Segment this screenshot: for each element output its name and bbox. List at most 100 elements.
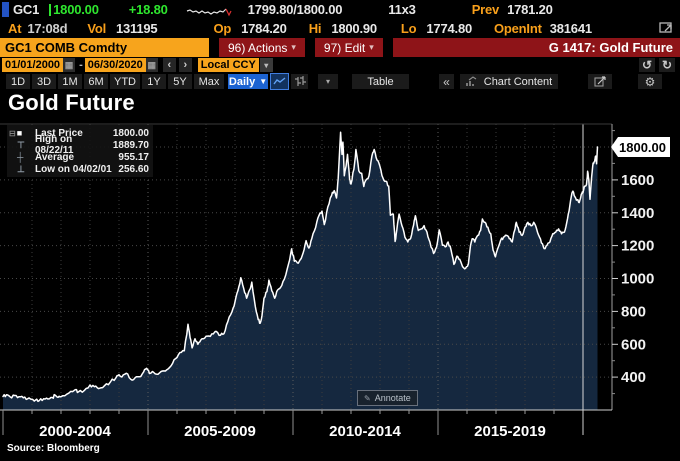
legend-label: Low on 04/02/01 [35, 163, 112, 175]
high-marker-icon: ⊤ [17, 139, 25, 150]
x-axis-label-2000-2004: 2000-2004 [39, 423, 111, 440]
redo-icon[interactable]: ↻ [659, 58, 675, 72]
ohlc-chart-type-icon[interactable] [291, 74, 308, 89]
ticker-symbol: GC1 [13, 2, 40, 17]
period-6m-button[interactable]: 6M [84, 74, 108, 89]
legend-row-high: ⊤ High on 08/22/11 1889.70 [9, 134, 149, 156]
collapse-panel-icon[interactable]: « [439, 74, 454, 89]
date-separator: - [79, 59, 83, 71]
last-price-marker-icon: ■ [16, 128, 23, 138]
legend-label: Last Price [35, 127, 83, 139]
high-label: Hi [308, 21, 322, 36]
table-button[interactable]: Table [352, 74, 409, 89]
badge-arrow-icon [611, 137, 618, 157]
currency-select[interactable]: Local CCY [197, 58, 259, 72]
legend-row-low: ⊥ Low on 04/02/01 256.60 [9, 163, 149, 175]
svg-text:800: 800 [621, 303, 646, 320]
period-1m-button[interactable]: 1M [58, 74, 82, 89]
legend-label: High on 08/22/11 [35, 134, 74, 156]
chart-type-dropdown-icon[interactable]: ▾ [318, 74, 338, 89]
chart-content-button[interactable]: Chart Content [460, 74, 558, 89]
period-max-button[interactable]: Max [194, 74, 224, 89]
function-context-label: G 1417: Gold Future [392, 38, 680, 57]
chevron-down-icon: ▾ [369, 42, 374, 52]
openint-value: 381641 [549, 21, 592, 36]
svg-text:400: 400 [621, 369, 646, 386]
chart-title: Gold Future [8, 90, 135, 115]
svg-text:1200: 1200 [621, 238, 654, 255]
chevron-down-icon: ▼ [259, 77, 268, 86]
legend-collapse-icon[interactable]: ⊟ [9, 128, 16, 138]
legend-row-last-price: ⊟ ■ Last Price 1800.00 [9, 127, 149, 139]
legend-row-average: ┼ Average 955.17 [9, 151, 149, 163]
start-date-input[interactable]: 01/01/2000 [2, 58, 64, 72]
legend-value: 955.17 [118, 151, 149, 163]
price-chart-canvas[interactable]: 400 600 800 1000 1200 1400 1600 [0, 90, 680, 461]
last-price-axis-badge: 1800.00 [611, 137, 670, 157]
security-bar: GC1 COMB Comdty 96) Actions ▾ 97) Edit ▾… [0, 38, 680, 57]
currency-dropdown-icon[interactable]: ▾ [259, 58, 273, 72]
calendar-icon[interactable]: ▦ [63, 58, 76, 72]
low-value: 1774.80 [426, 21, 472, 36]
price-header-line2: At 17:08d Vol 131195 Op 1784.20 Hi 1800.… [0, 19, 680, 38]
legend-value: 1889.70 [112, 139, 149, 151]
frequency-select[interactable]: Daily ▼ [228, 74, 268, 89]
edit-menu-button[interactable]: 97) Edit ▾ [314, 38, 383, 57]
open-label: Op [213, 21, 232, 36]
prev-label: Prev [471, 2, 500, 17]
open-value: 1784.20 [241, 21, 287, 36]
at-time: 17:08d [27, 21, 68, 36]
at-label: At [8, 21, 22, 36]
x-axis-label-2010-2014: 2010-2014 [329, 423, 401, 440]
date-range-bar: 01/01/2000 ▦ - 06/30/2020 ▦ ‹ › Local CC… [0, 57, 680, 73]
low-marker-icon: ⊥ [17, 163, 25, 174]
bid-ask: 1799.80/1800.00 [247, 2, 343, 17]
expand-quote-icon[interactable] [659, 22, 674, 35]
prev-value: 1781.20 [507, 2, 553, 17]
security-ticker-field[interactable]: GC1 COMB Comdty [0, 38, 209, 57]
source-attribution: Source: Bloomberg [7, 443, 100, 454]
legend-value: 1800.00 [112, 127, 149, 139]
last-price: 1800.00 [53, 2, 99, 17]
svg-text:1600: 1600 [621, 172, 654, 189]
price-change: +18.80 [128, 2, 168, 17]
undo-icon[interactable]: ↺ [639, 58, 655, 72]
x-axis-label-2015-2019: 2015-2019 [474, 423, 546, 440]
period-1y-button[interactable]: 1Y [142, 74, 166, 89]
chart-panel: 400 600 800 1000 1200 1400 1600 Gold Future ⊟ … [0, 90, 680, 461]
bid-ask-size: 11x3 [388, 2, 416, 17]
chart-legend: ⊟ ■ Last Price 1800.00 ⊤ High on 08/22/1… [7, 125, 153, 177]
openint-label: OpenInt [494, 21, 542, 36]
uptick-indicator-icon [49, 3, 52, 16]
vol-label: Vol [87, 21, 106, 36]
high-value: 1800.90 [331, 21, 377, 36]
annotate-tool-icon[interactable] [588, 74, 612, 89]
price-header-line1: GC1 1800.00 +18.80 1799.80/1800.00 11x3 … [0, 0, 680, 19]
gear-icon[interactable]: ⚙ [638, 74, 662, 89]
annotate-button[interactable]: ✎ Annotate [357, 390, 418, 406]
shift-range-back-button[interactable]: ‹ [162, 58, 176, 72]
end-date-input[interactable]: 06/30/2020 [84, 58, 146, 72]
legend-label: Average [35, 151, 75, 163]
chart-content-icon [465, 76, 477, 86]
pencil-icon: ✎ [364, 393, 371, 403]
period-1d-button[interactable]: 1D [6, 74, 30, 89]
svg-text:1400: 1400 [621, 205, 654, 222]
period-ytd-button[interactable]: YTD [110, 74, 140, 89]
chevron-down-icon: ▾ [291, 42, 296, 52]
low-label: Lo [400, 21, 417, 36]
svg-text:1000: 1000 [621, 271, 654, 288]
calendar-icon[interactable]: ▦ [145, 58, 158, 72]
period-3d-button[interactable]: 3D [32, 74, 56, 89]
legend-value: 256.60 [118, 163, 149, 175]
shift-range-forward-button[interactable]: › [178, 58, 192, 72]
intraday-sparkline-icon [186, 8, 232, 16]
x-axis-label-2005-2009: 2005-2009 [184, 423, 256, 440]
line-chart-type-icon[interactable] [270, 73, 289, 90]
period-5y-button[interactable]: 5Y [168, 74, 192, 89]
svg-text:600: 600 [621, 336, 646, 353]
vol-value: 131195 [116, 21, 158, 36]
average-marker-icon: ┼ [17, 152, 24, 162]
actions-menu-button[interactable]: 96) Actions ▾ [219, 38, 305, 57]
